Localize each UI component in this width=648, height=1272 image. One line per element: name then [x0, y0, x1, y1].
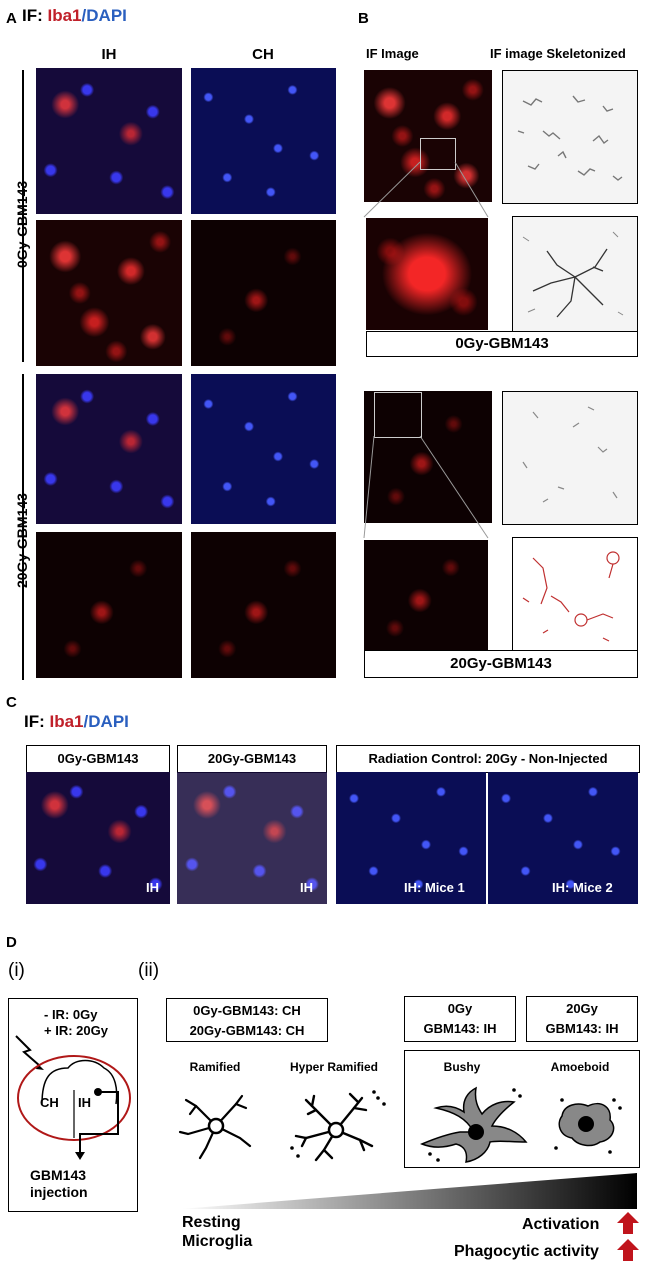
- activation-gradient-wedge: [180, 1173, 637, 1209]
- ir-0gy-label: - IR: 0Gy: [44, 1007, 98, 1022]
- c-box-20gy: 20Gy-GBM143: [177, 745, 327, 773]
- col-header-skeletonized: IF image Skeletonized: [490, 46, 626, 61]
- ih-20gy-box: 20Gy GBM143: IH: [526, 996, 638, 1042]
- col-header-ch: CH: [252, 46, 274, 63]
- micrograph-20gy-ch-dapi: [191, 374, 336, 524]
- b-20gy-skeleton: [502, 391, 638, 525]
- micrograph-0gy-ih-dapi: [36, 68, 182, 214]
- panel-d-label: D: [6, 934, 17, 951]
- panel-a-label: A: [6, 10, 17, 27]
- ch-box-line-2: 20Gy-GBM143: CH: [189, 1023, 305, 1038]
- ih-20gy-line-1: 20Gy: [566, 1001, 598, 1016]
- caption-b-20gy: 20Gy-GBM143: [364, 650, 638, 678]
- b-20gy-zoom-lines: [363, 435, 489, 539]
- activation-label: Activation: [522, 1216, 600, 1233]
- iba1-text: Iba1: [49, 712, 84, 731]
- micrograph-20gy-ih-iba1: [36, 532, 182, 678]
- c-image-0gy: [26, 772, 170, 904]
- amoeboid-label: Amoeboid: [550, 1060, 610, 1074]
- injection-diagram-box: [8, 998, 138, 1212]
- iba1-text: Iba1: [47, 6, 82, 25]
- ch-conditions-box: 0Gy-GBM143: CH 20Gy-GBM143: CH: [166, 998, 328, 1042]
- c-image-mice1: [336, 772, 486, 904]
- ih-0gy-line-2: GBM143: IH: [423, 1021, 497, 1036]
- c-box-0gy: 0Gy-GBM143: [26, 745, 170, 773]
- c-tag-mice2: IH: Mice 2: [552, 880, 613, 895]
- panel-c-label: C: [6, 694, 17, 711]
- ch-label: CH: [40, 1095, 59, 1110]
- bushy-cell-icon: [420, 1086, 528, 1163]
- bushy-label: Bushy: [443, 1060, 481, 1074]
- row-divider-0gy: [22, 70, 24, 362]
- b-0gy-zoom-image: [366, 218, 488, 330]
- c-box-radiation-control: Radiation Control: 20Gy - Non-Injected: [336, 745, 640, 773]
- sub-label-ii: (ii): [138, 960, 160, 981]
- b-0gy-if-image: [364, 70, 492, 202]
- if-prefix: IF:: [22, 6, 48, 25]
- ch-box-line-1: 0Gy-GBM143: CH: [193, 1003, 301, 1018]
- b-0gy-skeleton: [502, 70, 638, 204]
- b-20gy-zoom-box: [374, 392, 422, 438]
- micrograph-20gy-ch-iba1: [191, 532, 336, 678]
- panel-c-title: IF: Iba1/DAPI: [24, 712, 129, 732]
- panel-b-label: B: [358, 10, 369, 27]
- b-0gy-zoom-lines: [363, 161, 489, 218]
- resting-label-1: Resting: [182, 1214, 241, 1231]
- b-20gy-if-image: [364, 391, 492, 523]
- activation-up-arrow-icon: [617, 1212, 639, 1234]
- activated-morphology-box: [404, 1050, 640, 1168]
- caption-b-0gy: 0Gy-GBM143: [366, 331, 638, 357]
- c-image-20gy: [177, 772, 327, 904]
- b-20gy-zoom-skeleton: [512, 537, 638, 651]
- b-20gy-zoom-image: [364, 540, 488, 650]
- row-divider-20gy: [22, 374, 24, 680]
- row-label-0gy: 0Gy-GBM143: [14, 180, 30, 268]
- c-tag-mice1: IH: Mice 1: [404, 880, 465, 895]
- micrograph-0gy-ch-dapi: [191, 68, 336, 214]
- ih-20gy-line-2: GBM143: IH: [545, 1021, 619, 1036]
- micrograph-0gy-ih-iba1: [36, 220, 182, 366]
- phagocytic-label: Phagocytic activity: [454, 1243, 599, 1260]
- brain-diagram: [15, 1035, 131, 1160]
- c-tag-ih-1: IH: [146, 880, 159, 895]
- ih-0gy-line-1: 0Gy: [447, 1001, 473, 1016]
- if-prefix: IF:: [24, 712, 50, 731]
- c-tag-ih-2: IH: [300, 880, 313, 895]
- col-header-if-image: IF Image: [366, 46, 419, 61]
- ih-label: IH: [78, 1095, 91, 1110]
- col-header-ih: IH: [101, 46, 117, 63]
- row-label-20gy: 20Gy-GBM143: [14, 493, 30, 588]
- ih-0gy-box: 0Gy GBM143: IH: [404, 996, 516, 1042]
- dapi-text: DAPI: [86, 6, 127, 25]
- hyper-ramified-cell-icon: [290, 1090, 386, 1162]
- b-0gy-zoom-box: [420, 138, 456, 170]
- sub-label-i: (i): [8, 960, 25, 981]
- c-image-mice2: [488, 772, 638, 904]
- slash-text: /: [81, 6, 87, 25]
- hyper-ramified-label: Hyper Ramified: [289, 1060, 379, 1074]
- b-0gy-zoom-skeleton: [512, 216, 638, 332]
- ramified-label: Ramified: [189, 1060, 241, 1074]
- slash-text: /: [83, 712, 89, 731]
- resting-label-2: Microglia: [182, 1233, 253, 1250]
- panel-a-title: IF: Iba1/DAPI: [22, 6, 127, 26]
- micrograph-0gy-ch-iba1: [191, 220, 336, 366]
- amoeboid-cell-icon: [554, 1098, 622, 1154]
- micrograph-20gy-ih-dapi: [36, 374, 182, 524]
- ir-20gy-label: + IR: 20Gy: [44, 1023, 108, 1038]
- injection-label-1: GBM143: [30, 1167, 87, 1183]
- dapi-text: DAPI: [88, 712, 129, 731]
- ramified-cell-icon: [178, 1094, 252, 1160]
- injection-label-2: injection: [30, 1184, 88, 1200]
- phagocytic-up-arrow-icon: [617, 1239, 639, 1261]
